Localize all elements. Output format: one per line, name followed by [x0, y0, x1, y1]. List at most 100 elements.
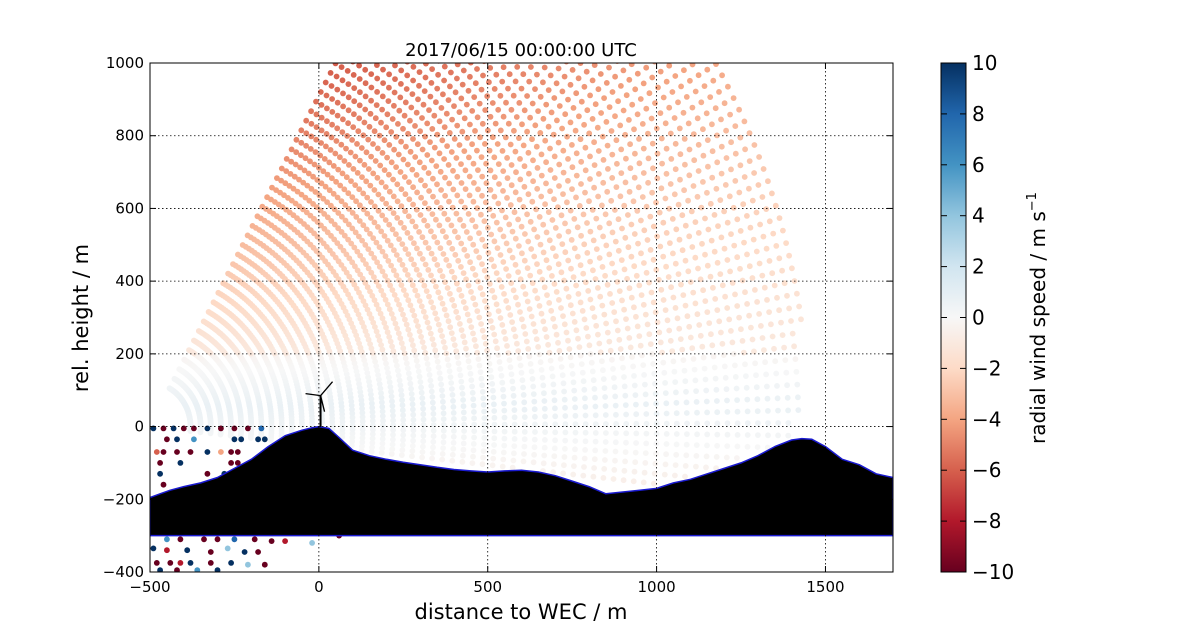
scan-point: [490, 212, 497, 219]
scan-point: [531, 253, 538, 260]
scan-point: [660, 297, 667, 303]
scan-point: [732, 123, 739, 129]
scan-point: [465, 87, 472, 94]
scan-point: [547, 167, 554, 173]
scan-point: [413, 206, 420, 213]
scan-point: [446, 262, 452, 269]
scan-point: [533, 336, 540, 343]
scan-point: [402, 316, 408, 323]
scan-point: [402, 208, 408, 215]
scan-point: [449, 457, 456, 464]
scan-point: [532, 86, 538, 92]
invalid-point: [241, 549, 248, 555]
scan-point: [702, 215, 708, 222]
scan-point: [765, 408, 771, 414]
scan-point: [688, 208, 695, 215]
scan-point: [757, 221, 763, 228]
scan-point: [389, 116, 396, 122]
scan-point: [528, 368, 535, 375]
y-axis-label: rel. height / m: [69, 244, 93, 392]
scan-point: [521, 163, 528, 170]
scan-point: [389, 287, 396, 293]
scan-point: [569, 142, 575, 148]
scan-point: [428, 157, 435, 164]
scan-point: [592, 421, 599, 427]
scan-point: [527, 114, 533, 121]
scan-point: [623, 421, 630, 427]
scan-point: [532, 328, 539, 335]
scan-point: [776, 307, 782, 314]
scan-point: [626, 285, 633, 292]
scan-point: [414, 363, 421, 369]
scan-point: [582, 404, 589, 410]
scan-point: [609, 151, 616, 158]
scan-point: [704, 66, 711, 73]
scan-point: [765, 432, 771, 439]
scan-point: [435, 289, 442, 296]
scan-point: [641, 372, 647, 378]
scan-point: [457, 321, 463, 327]
scan-point: [369, 400, 375, 407]
scan-point: [488, 374, 495, 381]
scan-point: [405, 161, 411, 168]
scan-point: [704, 431, 711, 438]
scan-point: [502, 336, 509, 342]
scan-point: [577, 262, 584, 269]
scan-point: [410, 417, 417, 423]
scan-point: [571, 216, 578, 222]
scan-point: [578, 158, 585, 165]
scan-point: [430, 438, 437, 445]
scan-point: [460, 67, 467, 74]
scan-point: [455, 234, 461, 241]
scan-point: [461, 148, 468, 155]
scan-point: [399, 261, 406, 268]
scan-point: [392, 320, 399, 327]
scan-point: [479, 192, 485, 199]
scan-point: [719, 340, 726, 347]
scan-point: [389, 441, 396, 448]
scan-point: [679, 212, 686, 219]
scan-point: [497, 92, 504, 99]
scan-point: [307, 158, 313, 165]
scan-point: [360, 206, 367, 213]
scan-point: [283, 168, 290, 175]
scan-point: [472, 127, 478, 134]
scan-point: [509, 228, 516, 235]
scan-point: [389, 226, 396, 233]
scan-point: [310, 201, 316, 207]
scan-point: [515, 348, 522, 354]
scan-point: [758, 323, 764, 329]
scan-point: [667, 240, 673, 247]
scan-point: [589, 116, 596, 122]
scan-point: [602, 412, 609, 418]
scan-point: [413, 318, 420, 324]
scan-point: [562, 249, 569, 256]
scan-point: [656, 276, 662, 283]
scan-point: [647, 341, 654, 347]
scan-point: [503, 298, 510, 304]
scan-point: [290, 185, 297, 192]
scan-point: [779, 332, 786, 338]
scan-point: [519, 121, 525, 128]
scan-point: [507, 364, 514, 371]
scan-point: [646, 90, 653, 97]
scan-point: [565, 96, 571, 103]
scan-point: [508, 106, 515, 113]
scan-point: [454, 173, 461, 180]
scan-point: [734, 420, 741, 427]
scan-point: [632, 459, 639, 466]
scan-point: [195, 328, 202, 334]
scan-point: [561, 277, 567, 284]
scan-point: [440, 439, 447, 446]
scan-point: [564, 199, 570, 206]
scan-point: [443, 110, 450, 117]
scan-point: [689, 244, 696, 250]
scan-point: [286, 183, 293, 189]
y-tick-label: 800: [115, 127, 144, 145]
scan-point: [516, 135, 522, 142]
scan-point: [679, 346, 686, 353]
scan-point: [389, 398, 395, 405]
scan-point: [591, 184, 597, 191]
scan-point: [408, 385, 414, 392]
scan-point: [511, 443, 518, 449]
